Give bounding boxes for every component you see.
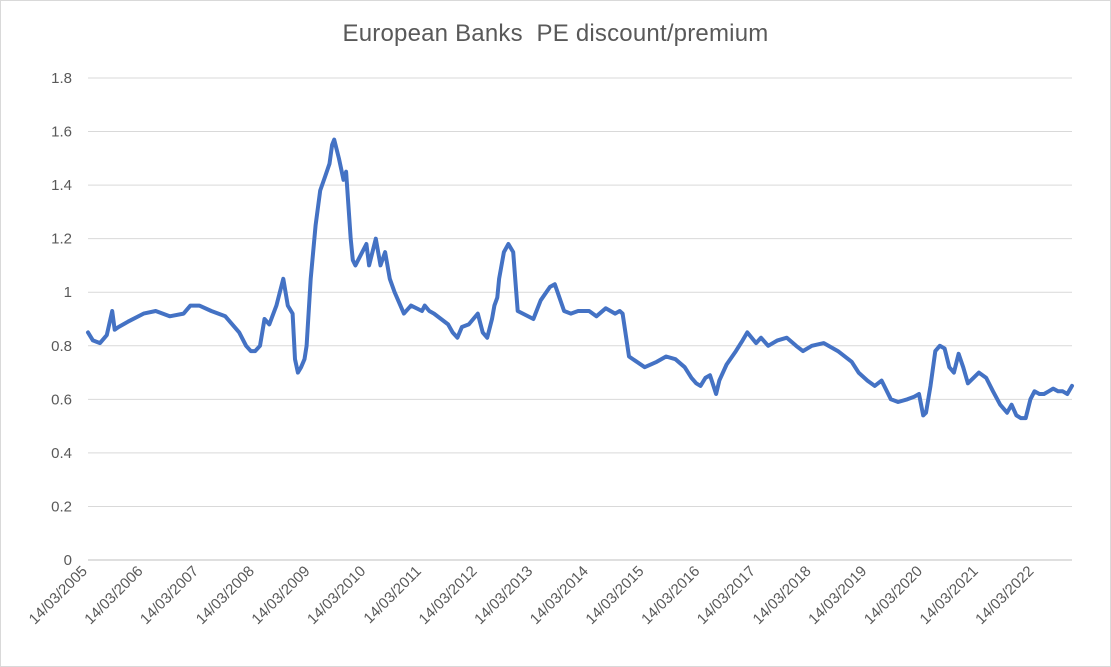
y-tick-label: 0.8 (51, 338, 72, 355)
y-tick-label: 0 (64, 552, 72, 569)
y-tick-label: 1 (64, 284, 72, 301)
x-tick-label: 14/03/2016 (638, 563, 703, 628)
x-tick-label: 14/03/2009 (248, 563, 313, 628)
y-tick-label: 1.6 (51, 124, 72, 141)
x-tick-label: 14/03/2019 (805, 563, 870, 628)
x-tick-label: 14/03/2020 (861, 563, 926, 628)
x-tick-label: 14/03/2007 (137, 563, 202, 628)
series-line (86, 137, 1074, 421)
x-tick-label: 14/03/2005 (26, 563, 91, 628)
y-tick-label: 0.2 (51, 498, 72, 515)
x-tick-label: 14/03/2022 (972, 563, 1037, 628)
x-tick-label: 14/03/2011 (360, 563, 424, 627)
chart-title: European Banks PE discount/premium (342, 20, 769, 47)
x-tick-label: 14/03/2013 (471, 563, 536, 628)
x-tick-label: 14/03/2010 (304, 563, 369, 628)
x-tick-label: 14/03/2017 (694, 563, 759, 628)
gridlines (88, 77, 1072, 561)
x-tick-label: 14/03/2015 (582, 563, 647, 628)
x-tick-label: 14/03/2012 (416, 563, 481, 628)
y-tick-label: 0.4 (51, 445, 72, 462)
x-tick-label: 14/03/2006 (81, 563, 146, 628)
series-group (86, 137, 1074, 421)
y-tick-label: 1.4 (51, 177, 72, 194)
y-tick-label: 1.8 (51, 70, 72, 87)
x-tick-label: 14/03/2018 (750, 563, 815, 628)
y-axis-ticks: 0 0.2 0.4 0.6 0.8 1 1.2 1.4 1.6 1.8 (51, 70, 72, 569)
x-tick-label: 14/03/2021 (917, 563, 982, 628)
x-axis-ticks: 14/03/200514/03/200614/03/200714/03/2008… (26, 563, 1038, 628)
y-tick-label: 0.6 (51, 391, 72, 408)
x-tick-label: 14/03/2008 (193, 563, 258, 628)
x-tick-label: 14/03/2014 (527, 563, 592, 628)
y-tick-label: 1.2 (51, 231, 72, 248)
